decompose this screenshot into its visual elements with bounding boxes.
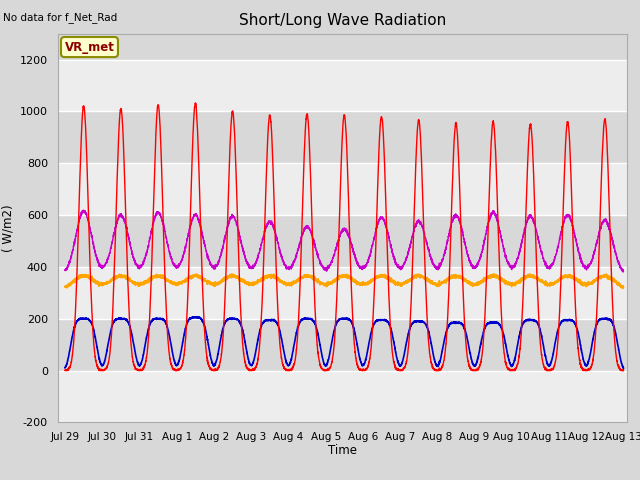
Bar: [58, 163, 627, 215]
Bar: [58, 60, 627, 111]
Bar: [58, 371, 627, 422]
Bar: [58, 267, 627, 319]
X-axis label: Time: Time: [328, 444, 357, 456]
Y-axis label: ( W/m2): ( W/m2): [1, 204, 14, 252]
Title: Short/Long Wave Radiation: Short/Long Wave Radiation: [239, 13, 446, 28]
Text: VR_met: VR_met: [65, 40, 115, 54]
Text: No data for f_Net_Rad: No data for f_Net_Rad: [3, 12, 118, 23]
